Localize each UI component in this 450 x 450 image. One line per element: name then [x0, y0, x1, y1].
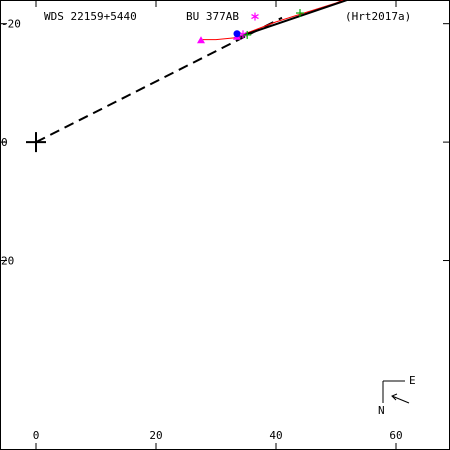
- asterisk-stroke: [239, 31, 247, 37]
- node-line: [35, 16, 283, 143]
- observation-markers: [197, 9, 304, 44]
- pair-label: BU 377AB: [186, 10, 239, 23]
- reference-orbit-line: [201, 0, 345, 41]
- y-tick-label: 0: [1, 136, 8, 149]
- y-tick-label: -20: [1, 18, 21, 31]
- triangle-marker: [197, 36, 205, 44]
- asterisk-marker: [239, 30, 247, 39]
- y-tick-label: 20: [1, 255, 14, 268]
- orbit-lines: [26, 0, 351, 153]
- star-id-label: WDS 22159+5440: [44, 10, 137, 23]
- compass-north-label: N: [378, 404, 385, 417]
- motion-direction-arrow: [391, 395, 410, 404]
- x-tick-label: 60: [389, 429, 402, 442]
- reference-label: (Hrt2017a): [345, 10, 411, 23]
- orbit-fit-line: [233, 0, 351, 40]
- x-tick-label: 40: [269, 429, 282, 442]
- dot-marker: [233, 30, 241, 38]
- asterisk-marker: [251, 12, 259, 21]
- compass-east-label: E: [409, 374, 416, 387]
- asterisk-stroke: [251, 14, 259, 20]
- plus-marker: [296, 9, 304, 18]
- compass: E N: [378, 374, 416, 417]
- x-tick-label: 0: [33, 429, 40, 442]
- plus-marker: [243, 30, 252, 39]
- x-tick-label: 20: [149, 429, 162, 442]
- motion-arrow-head: [391, 393, 398, 401]
